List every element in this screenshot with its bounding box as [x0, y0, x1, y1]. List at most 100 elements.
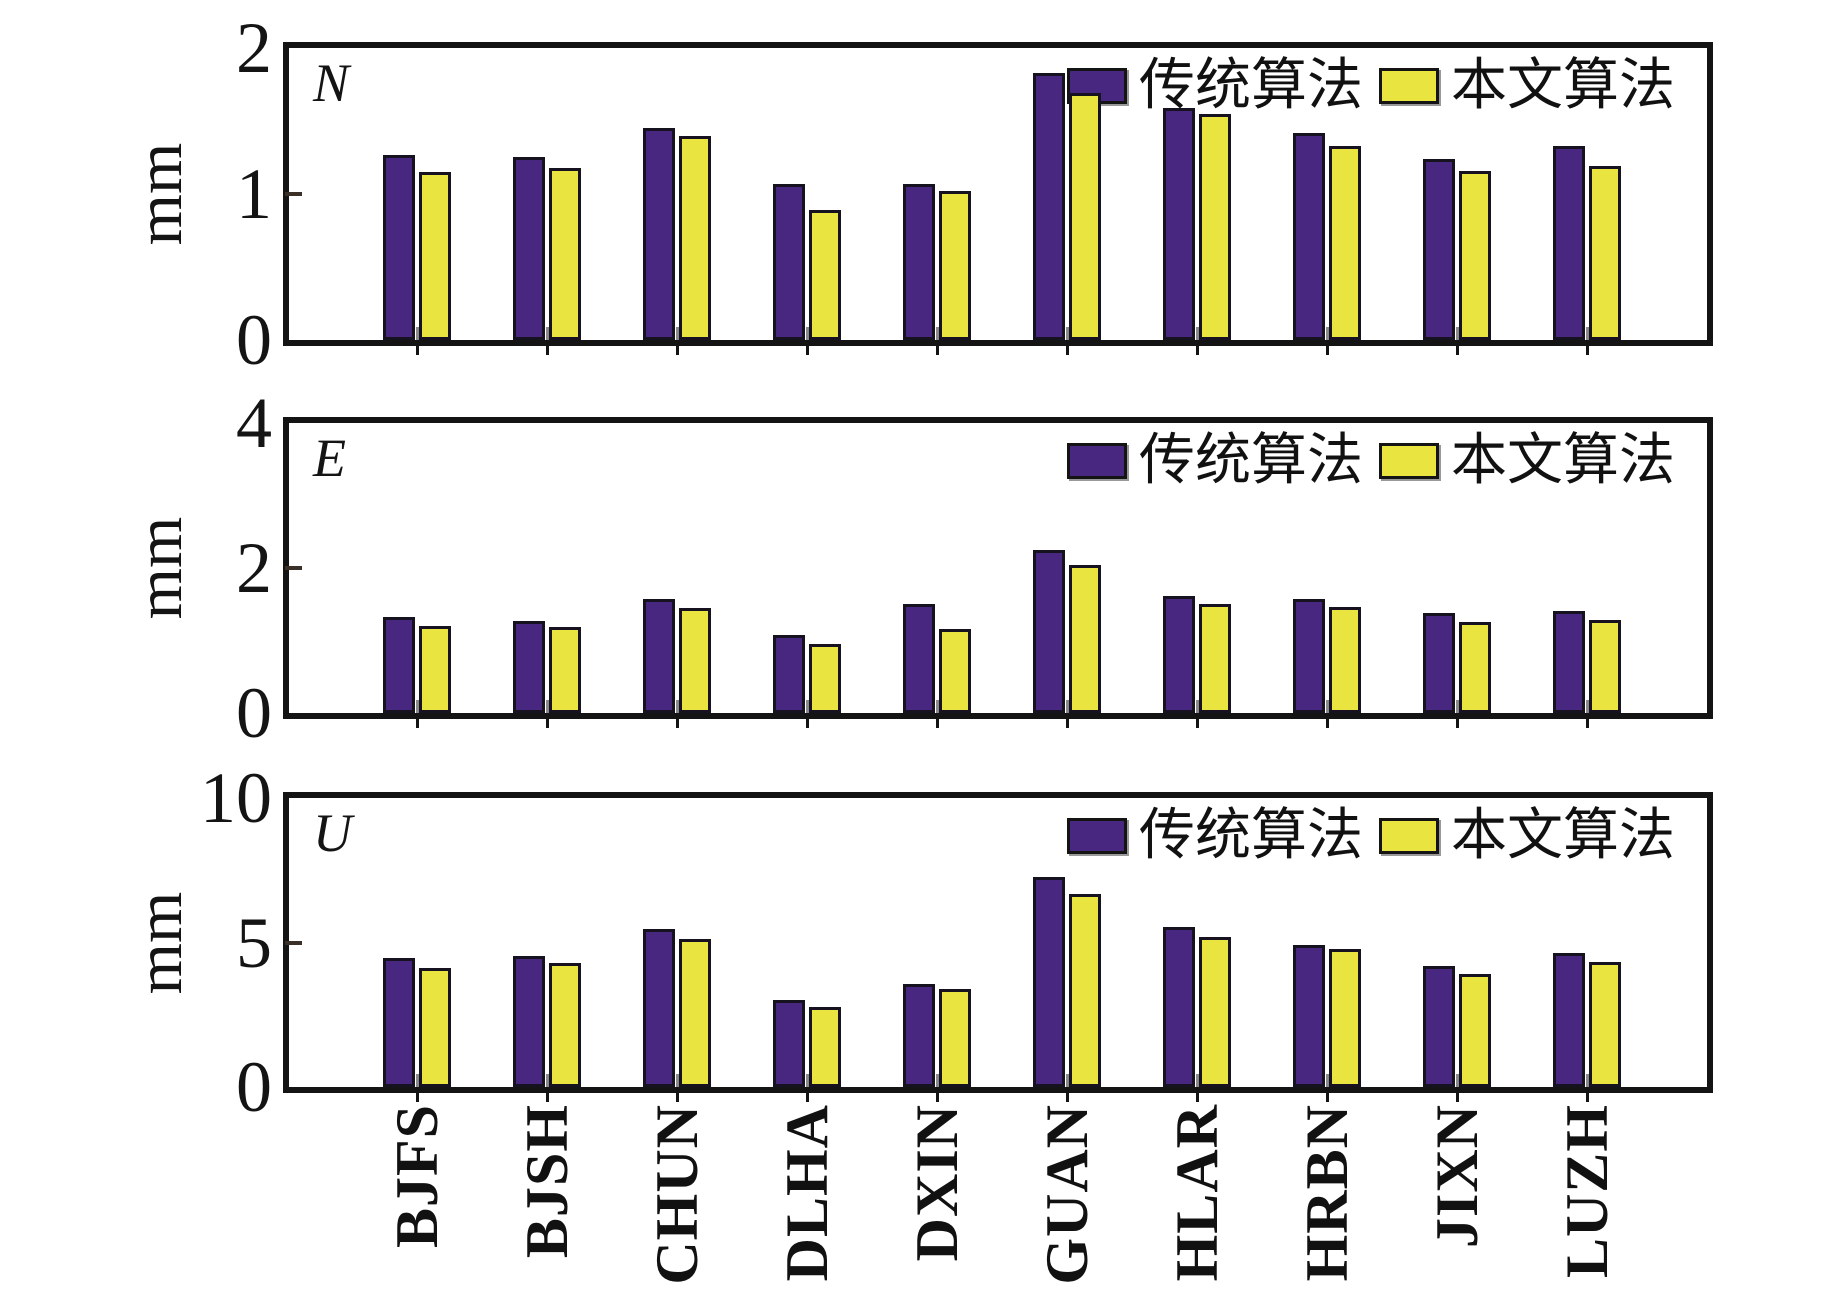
x-axis-label-BJSH: BJSH	[514, 1104, 580, 1259]
x-tick-mark-outer	[1586, 719, 1589, 728]
y-tick-label: 0	[236, 1047, 272, 1127]
bar-BJFS-proposed	[419, 626, 451, 713]
x-axis-label-HRBN: HRBN	[1294, 1104, 1360, 1282]
legend: 传统算法 本文算法	[1067, 808, 1691, 864]
x-tick-mark-outer	[1326, 719, 1329, 728]
x-tick-mark-outer	[546, 346, 549, 355]
x-axis-label-JIXN: JIXN	[1424, 1104, 1490, 1249]
x-tick-mark-outer	[936, 1093, 939, 1102]
bar-HLAR-traditional	[1163, 596, 1195, 713]
bar-BJFS-traditional	[383, 617, 415, 713]
x-tick-mark-inner	[1066, 327, 1069, 340]
x-tick-mark-outer	[1456, 719, 1459, 728]
bar-GUAN-proposed	[1069, 93, 1101, 340]
legend-swatch-traditional	[1067, 818, 1127, 854]
bar-BJSH-proposed	[549, 963, 581, 1087]
x-tick-mark-inner	[1196, 700, 1199, 713]
x-tick-mark-outer	[1196, 346, 1199, 355]
legend: 传统算法 本文算法	[1067, 58, 1691, 114]
bar-CHUN-traditional	[643, 929, 675, 1087]
bar-HRBN-proposed	[1329, 146, 1361, 340]
x-tick-mark-inner	[1586, 1074, 1589, 1087]
x-tick-mark-inner	[1066, 1074, 1069, 1087]
y-tick-mark	[285, 940, 302, 945]
panel-plot-N: N 传统算法 本文算法	[283, 42, 1713, 346]
bar-CHUN-traditional	[643, 128, 675, 340]
x-tick-mark-outer	[416, 346, 419, 355]
legend-swatch-proposed	[1379, 443, 1439, 479]
x-tick-mark-inner	[806, 1074, 809, 1087]
x-tick-mark-inner	[1456, 1074, 1459, 1087]
x-tick-mark-inner	[1196, 327, 1199, 340]
y-tick-mark	[285, 566, 302, 570]
x-tick-mark-outer	[546, 719, 549, 728]
bar-LUZH-proposed	[1589, 620, 1621, 713]
x-axis-label-CHUN: CHUN	[644, 1104, 710, 1285]
panel-label: N	[313, 53, 350, 113]
bar-DLHA-proposed	[809, 210, 841, 340]
bar-DLHA-traditional	[773, 1000, 805, 1087]
y-tick-mark	[285, 192, 302, 196]
legend-label: 传统算法	[1139, 805, 1363, 867]
x-tick-mark-outer	[806, 346, 809, 355]
bar-BJFS-proposed	[419, 172, 451, 340]
x-tick-mark-inner	[1196, 1074, 1199, 1087]
x-tick-mark-inner	[546, 327, 549, 340]
x-tick-mark-outer	[676, 346, 679, 355]
panel-plot-U: U 传统算法 本文算法	[283, 792, 1713, 1093]
panel-label: U	[313, 803, 352, 863]
bar-HRBN-traditional	[1293, 599, 1325, 713]
x-tick-mark-inner	[676, 327, 679, 340]
bar-LUZH-traditional	[1553, 611, 1585, 713]
legend-label: 本文算法	[1451, 430, 1675, 492]
legend-swatch-traditional	[1067, 443, 1127, 479]
bar-DXIN-proposed	[939, 191, 971, 340]
bar-BJSH-traditional	[513, 157, 545, 340]
bar-JIXN-proposed	[1459, 171, 1491, 340]
bar-LUZH-proposed	[1589, 166, 1621, 340]
bar-DLHA-proposed	[809, 644, 841, 713]
bar-HRBN-proposed	[1329, 607, 1361, 713]
x-tick-mark-outer	[1456, 346, 1459, 355]
x-tick-mark-inner	[546, 700, 549, 713]
bar-HRBN-traditional	[1293, 133, 1325, 340]
x-tick-mark-outer	[1196, 719, 1199, 728]
x-tick-mark-outer	[416, 719, 419, 728]
x-tick-mark-outer	[676, 719, 679, 728]
x-axis-label-LUZH: LUZH	[1554, 1104, 1620, 1279]
x-tick-mark-inner	[1456, 327, 1459, 340]
bar-GUAN-traditional	[1033, 877, 1065, 1087]
x-tick-mark-outer	[1326, 346, 1329, 355]
bar-BJFS-traditional	[383, 155, 415, 340]
bar-BJFS-proposed	[419, 968, 451, 1087]
bar-CHUN-proposed	[679, 939, 711, 1087]
x-tick-mark-outer	[1066, 719, 1069, 728]
bar-JIXN-traditional	[1423, 966, 1455, 1087]
y-tick-label: 5	[236, 902, 272, 983]
x-tick-mark-inner	[1456, 700, 1459, 713]
y-tick-label: 10	[200, 758, 272, 838]
legend-label: 本文算法	[1451, 55, 1675, 117]
bar-DXIN-traditional	[903, 184, 935, 340]
x-axis-label-HLAR: HLAR	[1164, 1104, 1230, 1282]
bar-BJSH-proposed	[549, 627, 581, 713]
panel-plot-E: E 传统算法 本文算法	[283, 417, 1713, 719]
x-tick-mark-outer	[1066, 1093, 1069, 1102]
legend-label: 传统算法	[1139, 55, 1363, 117]
bar-HRBN-traditional	[1293, 945, 1325, 1087]
x-tick-mark-inner	[546, 1074, 549, 1087]
bar-JIXN-proposed	[1459, 974, 1491, 1087]
y-tick-label: 0	[236, 673, 272, 753]
bar-JIXN-proposed	[1459, 622, 1491, 713]
x-axis-label-DLHA: DLHA	[774, 1104, 840, 1282]
bar-CHUN-proposed	[679, 136, 711, 340]
legend-label: 传统算法	[1139, 430, 1363, 492]
x-tick-mark-outer	[806, 719, 809, 728]
bar-JIXN-traditional	[1423, 159, 1455, 340]
x-tick-mark-inner	[1586, 700, 1589, 713]
x-tick-mark-outer	[1326, 1093, 1329, 1102]
bar-JIXN-traditional	[1423, 613, 1455, 713]
x-tick-mark-inner	[416, 1074, 419, 1087]
legend-swatch-proposed	[1379, 68, 1439, 104]
legend-swatch-proposed	[1379, 818, 1439, 854]
